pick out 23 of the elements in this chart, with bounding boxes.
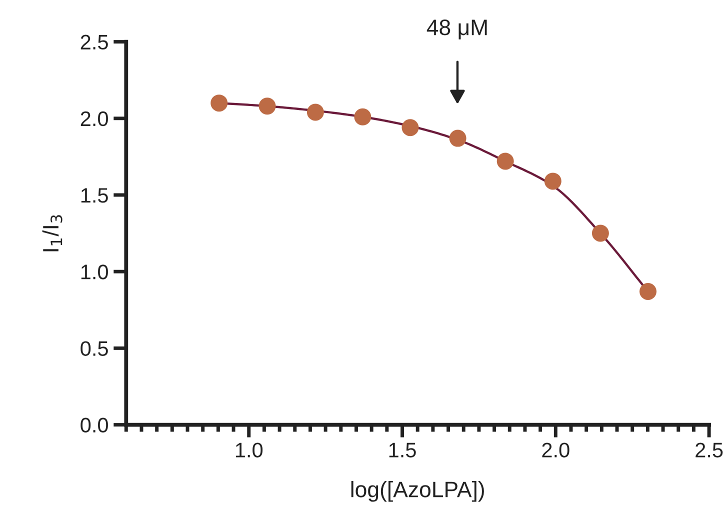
point — [449, 130, 466, 147]
y-tick-label: 0.5 — [80, 341, 108, 356]
point — [402, 119, 419, 136]
y-tick-label: 2.5 — [80, 34, 108, 50]
x-axis-title: log([AzoLPA]) — [351, 481, 484, 502]
point — [354, 108, 372, 126]
point — [210, 94, 228, 112]
point — [592, 224, 609, 242]
y-tick-label: 1.0 — [81, 264, 108, 280]
point — [306, 104, 324, 121]
point — [496, 152, 514, 170]
y-tick-label: 2.0 — [80, 111, 108, 126]
x-tick-label: 2.5 — [696, 442, 723, 458]
y-tick-label: 0.0 — [80, 418, 108, 433]
text: 48 μM — [426, 20, 487, 40]
y-tick-label: 1.5 — [81, 188, 108, 203]
x-tick-label: 2.0 — [542, 442, 570, 458]
y-axis-title: I$_{1}$/I$_{3}$ — [42, 215, 62, 252]
x-tick-label: 1.5 — [389, 442, 416, 458]
x-tick-label: 1.0 — [236, 442, 263, 458]
point — [639, 283, 657, 300]
point — [544, 172, 562, 190]
point — [258, 98, 276, 115]
